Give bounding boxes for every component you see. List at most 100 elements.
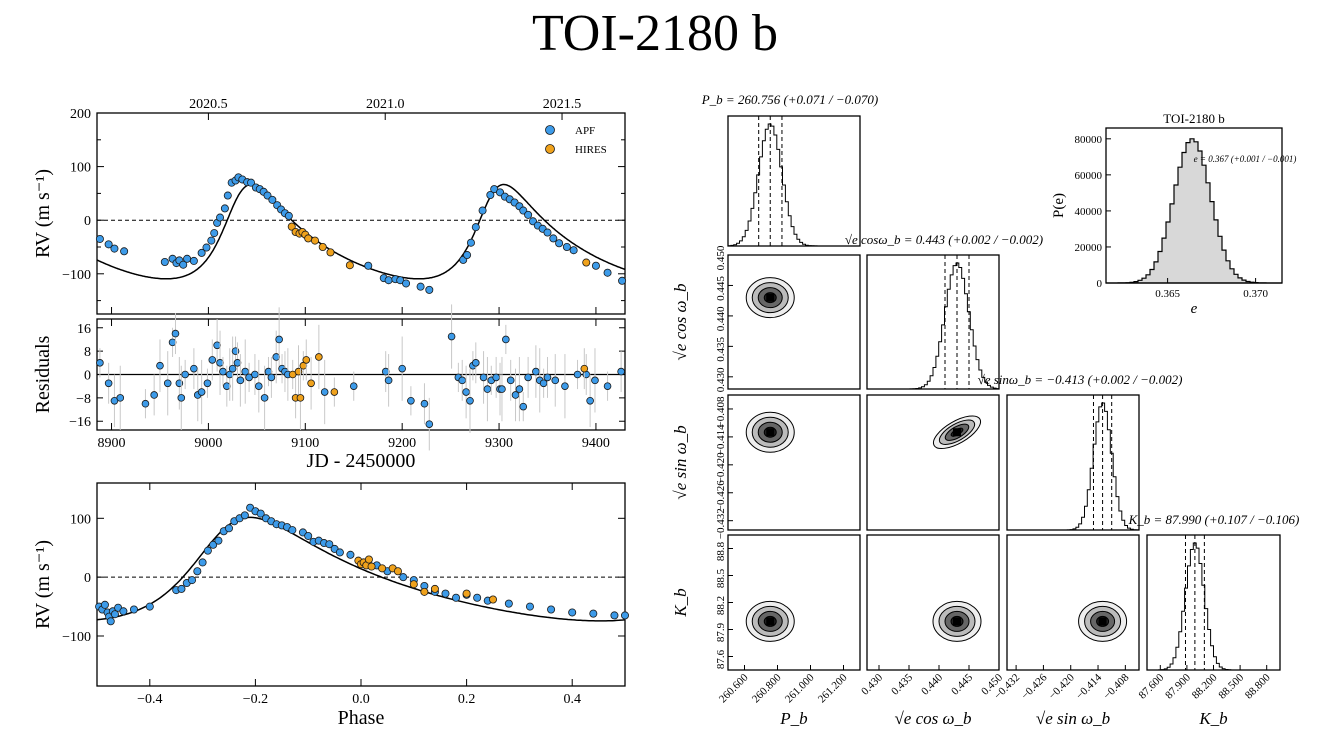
corner-y-tick-label: 87.9 (715, 622, 727, 642)
apf-phase-point (110, 610, 119, 619)
apf-rv-point (268, 195, 277, 204)
apf-rv-point (364, 261, 373, 270)
corner-x-tick-label: 0.430 (859, 671, 885, 697)
apf-phase-point (288, 526, 297, 535)
corner-sqrt_e_sin_w-histogram (1007, 402, 1140, 531)
apf-rv-point (543, 228, 552, 237)
x-tick-label: 9400 (582, 436, 610, 451)
apf-residual-point (573, 370, 582, 379)
apf-phase-point (240, 511, 249, 520)
param-title-K_b: K_b = 87.990 (+0.107 / −0.106) (1128, 512, 1300, 527)
apf-residual-point (208, 356, 217, 364)
corner-y-tick-label: 0.435 (715, 336, 727, 361)
apf-rv-point (104, 240, 113, 249)
corner-sqrt_e_cos_w-K_b-peak (953, 617, 961, 626)
apf-residual-point (228, 364, 237, 373)
figure-title: TOI-2180 b (531, 5, 778, 62)
apf-rv-point (95, 234, 104, 243)
corner-x-tick-label: 87.600 (1137, 671, 1167, 701)
y-tick-label: 100 (70, 512, 91, 527)
apf-rv-point (478, 206, 487, 215)
ecc-panel-frame (1105, 127, 1283, 284)
corner-x-tick-label: −0.414 (1074, 671, 1105, 702)
apf-rv-point (466, 238, 475, 247)
hires-phase-point (367, 562, 376, 571)
apf-rv-point (210, 229, 219, 238)
corner-x-axis-label: K_b (1198, 709, 1227, 728)
apf-residual-point (617, 367, 625, 376)
ecc-x-axis-label: e (1191, 301, 1198, 317)
apf-residual-point (216, 359, 224, 367)
apf-phase-point (452, 593, 461, 602)
corner-cell-frame (727, 534, 861, 671)
residuals-y-axis-label: Residuals (32, 335, 54, 413)
corner-sqrt_e_cos_w-histogram (867, 262, 1000, 390)
apf-rv-point (486, 191, 495, 200)
apf-rv-point (569, 246, 578, 255)
apf-residual-point (561, 382, 569, 390)
legend-label-hires: HIRES (575, 144, 607, 156)
apf-rv-point (179, 260, 188, 269)
hires-phase-point (420, 587, 429, 596)
corner-x-tick-label: 0.440 (919, 671, 945, 697)
y-tick-label: 0 (84, 369, 91, 384)
x-tick-label: −0.2 (243, 692, 268, 707)
param-title-sqrt_e_cos_w: √e cosω_b = 0.443 (+0.002 / −0.002) (845, 232, 1043, 247)
hires-rv-point (345, 261, 354, 270)
apf-residual-point (591, 376, 599, 385)
hires-phase-point (378, 564, 387, 573)
corner-x-tick-label: 261.000 (783, 671, 817, 705)
apf-phase-point (589, 609, 598, 618)
apf-residual-point (260, 394, 269, 402)
apf-phase-point (547, 605, 556, 614)
apf-residual-point (181, 370, 189, 379)
x-tick-label: 9300 (485, 436, 513, 451)
residuals-panel: −16 −8 0 8 16 8900 9000 9100 9200 9300 9400 Residua… (32, 304, 626, 472)
apf-residual-point (219, 367, 227, 376)
apf-residual-point (381, 367, 390, 376)
corner-cell-frame (1006, 534, 1140, 671)
phase-model-curve (96, 516, 626, 622)
apf-phase-point (304, 531, 313, 540)
apf-rv-point (284, 211, 293, 220)
apf-residual-point (425, 420, 434, 428)
apf-phase-point (325, 540, 334, 549)
apf-rv-point (216, 213, 225, 222)
apf-residual-point (96, 359, 104, 367)
apf-phase-point (203, 546, 212, 555)
corner-x-tick-label: 260.800 (750, 671, 784, 705)
x-tick-label: 9000 (194, 436, 222, 451)
hires-rv-point (310, 236, 319, 245)
y-tick-label: 8 (84, 345, 91, 360)
corner-y-tick-label: −0.414 (715, 424, 727, 455)
y-tick-label: 200 (70, 107, 91, 122)
keplerian-model-curve (96, 183, 626, 280)
apf-residual-point (384, 376, 393, 385)
corner-cell-frame (866, 534, 1000, 671)
hires-residual-point (580, 364, 589, 373)
apf-rv-point (618, 276, 627, 285)
apf-residual-point (116, 394, 125, 402)
apf-residual-point (320, 388, 329, 396)
corner-y-tick-label: 88.8 (715, 541, 727, 561)
apf-rv-point (425, 285, 434, 294)
apf-residual-point (532, 367, 540, 376)
apf-residual-point (104, 379, 113, 388)
apf-residual-point (275, 335, 283, 344)
apf-residual-point (603, 382, 612, 390)
corner-cell-frame (727, 394, 861, 531)
apf-residual-point (543, 373, 552, 382)
x-tick-label: 0.370 (1243, 288, 1268, 300)
apf-phase-point (145, 602, 154, 611)
apf-residual-point (483, 385, 492, 393)
y-tick-label: 0 (84, 214, 91, 229)
apf-rv-point (202, 243, 211, 252)
apf-phase-point (525, 602, 534, 611)
corner-y-tick-label: 88.2 (715, 596, 727, 615)
corner-sqrt_e_sin_w-K_b-peak (1098, 617, 1107, 626)
apf-rv-point (416, 282, 425, 291)
apf-residual-point (498, 385, 506, 393)
param-title-P_b: P_b = 260.756 (+0.071 / −0.070) (701, 92, 879, 107)
corner-x-axis-label: P_b (779, 709, 807, 728)
apf-phase-point (119, 607, 128, 616)
